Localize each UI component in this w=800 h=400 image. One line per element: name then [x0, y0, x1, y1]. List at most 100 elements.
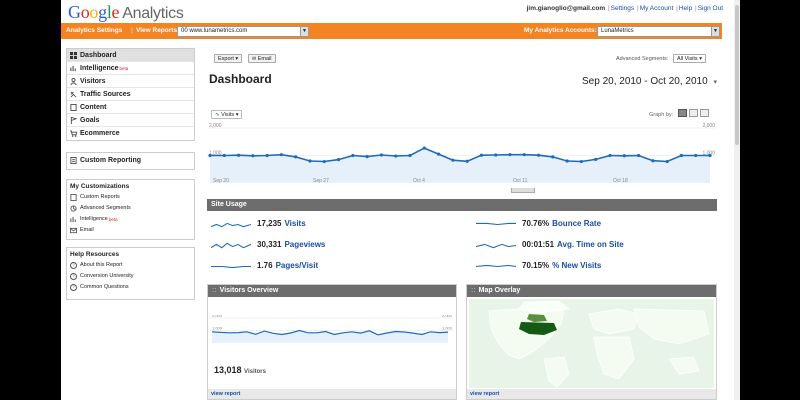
data-point[interactable]	[494, 153, 498, 157]
metric-label-link[interactable]: Visits	[284, 219, 306, 228]
metric-label-link[interactable]: Pageviews	[284, 240, 326, 249]
data-point[interactable]	[308, 159, 312, 163]
data-point[interactable]	[336, 158, 341, 162]
help-link[interactable]: Help	[678, 5, 693, 12]
sidebar-item-advanced-segments[interactable]: Advanced Segments	[67, 203, 194, 214]
data-point[interactable]	[479, 153, 484, 157]
email-button[interactable]: ✉ Email	[248, 54, 276, 63]
data-point[interactable]	[208, 153, 212, 158]
sidebar-item-label: Email	[80, 227, 94, 233]
scrollbar-thumb[interactable]	[735, 5, 739, 145]
data-point[interactable]	[422, 146, 426, 150]
my-account-link[interactable]: My Account	[639, 5, 674, 12]
data-point[interactable]	[694, 153, 698, 158]
graph-by-day-button[interactable]	[678, 109, 687, 117]
settings-link[interactable]: Settings	[610, 5, 635, 12]
data-point[interactable]	[436, 152, 441, 156]
data-point[interactable]	[551, 155, 555, 159]
sidebar-item-goals[interactable]: Goals	[67, 114, 194, 127]
area-fill	[210, 148, 710, 183]
sidebar-item-label: Content	[80, 104, 107, 111]
metric-label-link[interactable]: Avg. Time on Site	[557, 240, 624, 249]
data-point[interactable]	[279, 153, 284, 157]
data-point[interactable]	[265, 153, 269, 158]
analytics-settings-link[interactable]: Analytics Settings	[66, 27, 123, 34]
sidebar-item-intelligence-custom[interactable]: Intelligencebeta	[67, 214, 194, 225]
sidebar-item-label: Custom Reports	[80, 194, 120, 200]
advanced-segments-label: Advanced Segments:	[616, 56, 669, 62]
sidebar-item-custom-reporting[interactable]: Custom Reporting	[67, 153, 194, 169]
metric-selector[interactable]: ∿ Visits ▾	[211, 110, 243, 119]
data-point[interactable]	[379, 153, 384, 157]
y-tick-label: 1,000	[209, 151, 222, 157]
google-analytics-logo[interactable]: Google Analytics	[68, 2, 184, 22]
sidebar-item-label: Advanced Segments	[80, 205, 131, 211]
date-range-selector[interactable]: Sep 20, 2010 - Oct 20, 2010 ▾	[582, 76, 717, 87]
scrollbar[interactable]	[734, 0, 740, 400]
sidebar-item-visitors[interactable]: Visitors	[67, 75, 194, 88]
data-point[interactable]	[251, 154, 255, 158]
help-item-conversion-university[interactable]: ? Conversion University	[67, 271, 194, 282]
data-point[interactable]	[622, 154, 626, 158]
metric-label-link[interactable]: % New Visits	[552, 261, 602, 270]
help-question-icon: ?	[70, 284, 77, 291]
metric-label-link[interactable]: Pages/Visit	[275, 261, 319, 270]
metric-value: 30,331	[257, 240, 282, 249]
email-icon	[70, 227, 77, 234]
metric-label-link[interactable]: Bounce Rate	[552, 219, 602, 228]
sidebar-item-ecommerce[interactable]: Ecommerce	[67, 127, 194, 140]
view-reports-select[interactable]: 00 www.lunametrics.com ▼	[177, 25, 309, 37]
graph-by-month-button[interactable]	[700, 109, 709, 117]
data-point[interactable]	[679, 153, 684, 158]
dropdown-arrow-icon: ▼	[711, 26, 719, 36]
chart-collapse-handle[interactable]	[511, 188, 535, 193]
visitors-view-report-link[interactable]: view report	[208, 389, 456, 399]
sidebar-item-dashboard[interactable]: Dashboard	[67, 49, 194, 62]
sidebar-item-custom-reports[interactable]: Custom Reports	[67, 192, 194, 203]
data-point[interactable]	[708, 153, 712, 158]
map-overlay-header: :: Map Overlay	[467, 285, 716, 297]
data-point[interactable]	[365, 155, 369, 159]
help-item-common-questions[interactable]: ? Common Questions	[67, 282, 194, 293]
data-point[interactable]	[636, 153, 641, 158]
data-point[interactable]	[594, 157, 598, 161]
x-tick-label: Oct 18	[613, 178, 628, 184]
data-point[interactable]	[565, 159, 569, 163]
data-point[interactable]	[451, 158, 455, 162]
data-point[interactable]	[222, 153, 226, 158]
data-point[interactable]	[322, 159, 326, 164]
data-point[interactable]	[294, 155, 298, 159]
site-usage-header: Site Usage	[207, 199, 717, 211]
custom-reporting-icon	[70, 157, 77, 164]
data-point[interactable]	[508, 153, 512, 157]
data-point[interactable]	[665, 159, 669, 164]
map-view-report-link[interactable]: view report	[467, 389, 716, 399]
visitors-overview-panel: :: Visitors Overview 2,000 2,000 1,000 1,000…	[207, 284, 457, 400]
export-button[interactable]: Export ▾	[214, 54, 243, 63]
segment-select[interactable]: All Visits ▾	[673, 54, 706, 63]
data-point[interactable]	[651, 159, 655, 163]
help-question-icon: ?	[70, 273, 77, 280]
visitors-total: 13,018 Visitors	[214, 365, 266, 375]
sign-out-link[interactable]: Sign Out	[697, 5, 723, 12]
sidebar-item-email[interactable]: Email	[67, 225, 194, 236]
data-point[interactable]	[408, 153, 412, 158]
graph-by-week-button[interactable]	[689, 109, 698, 117]
data-point[interactable]	[536, 153, 541, 157]
data-point[interactable]	[236, 153, 241, 157]
data-point[interactable]	[351, 153, 355, 158]
data-point[interactable]	[579, 159, 584, 164]
accounts-select[interactable]: LunaMetrics ▼	[597, 25, 720, 37]
help-item-about-report[interactable]: ? About this Report	[67, 260, 194, 271]
data-point[interactable]	[522, 153, 526, 157]
world-map[interactable]	[469, 299, 714, 388]
sidebar-item-traffic-sources[interactable]: Traffic Sources	[67, 88, 194, 101]
x-tick-label: Oct 11	[513, 178, 528, 184]
data-point[interactable]	[394, 154, 398, 158]
visits-chart[interactable]: 2,000 2,000 1,000 1,000 Sep 20 Sep 27 Oct 4 Oc…	[207, 108, 717, 188]
data-point[interactable]	[465, 159, 469, 163]
data-point[interactable]	[608, 153, 612, 158]
sidebar-item-intelligence[interactable]: Intelligencebeta	[67, 62, 194, 75]
my-customizations-title: My Customizations	[70, 183, 130, 190]
sidebar-item-content[interactable]: Content	[67, 101, 194, 114]
